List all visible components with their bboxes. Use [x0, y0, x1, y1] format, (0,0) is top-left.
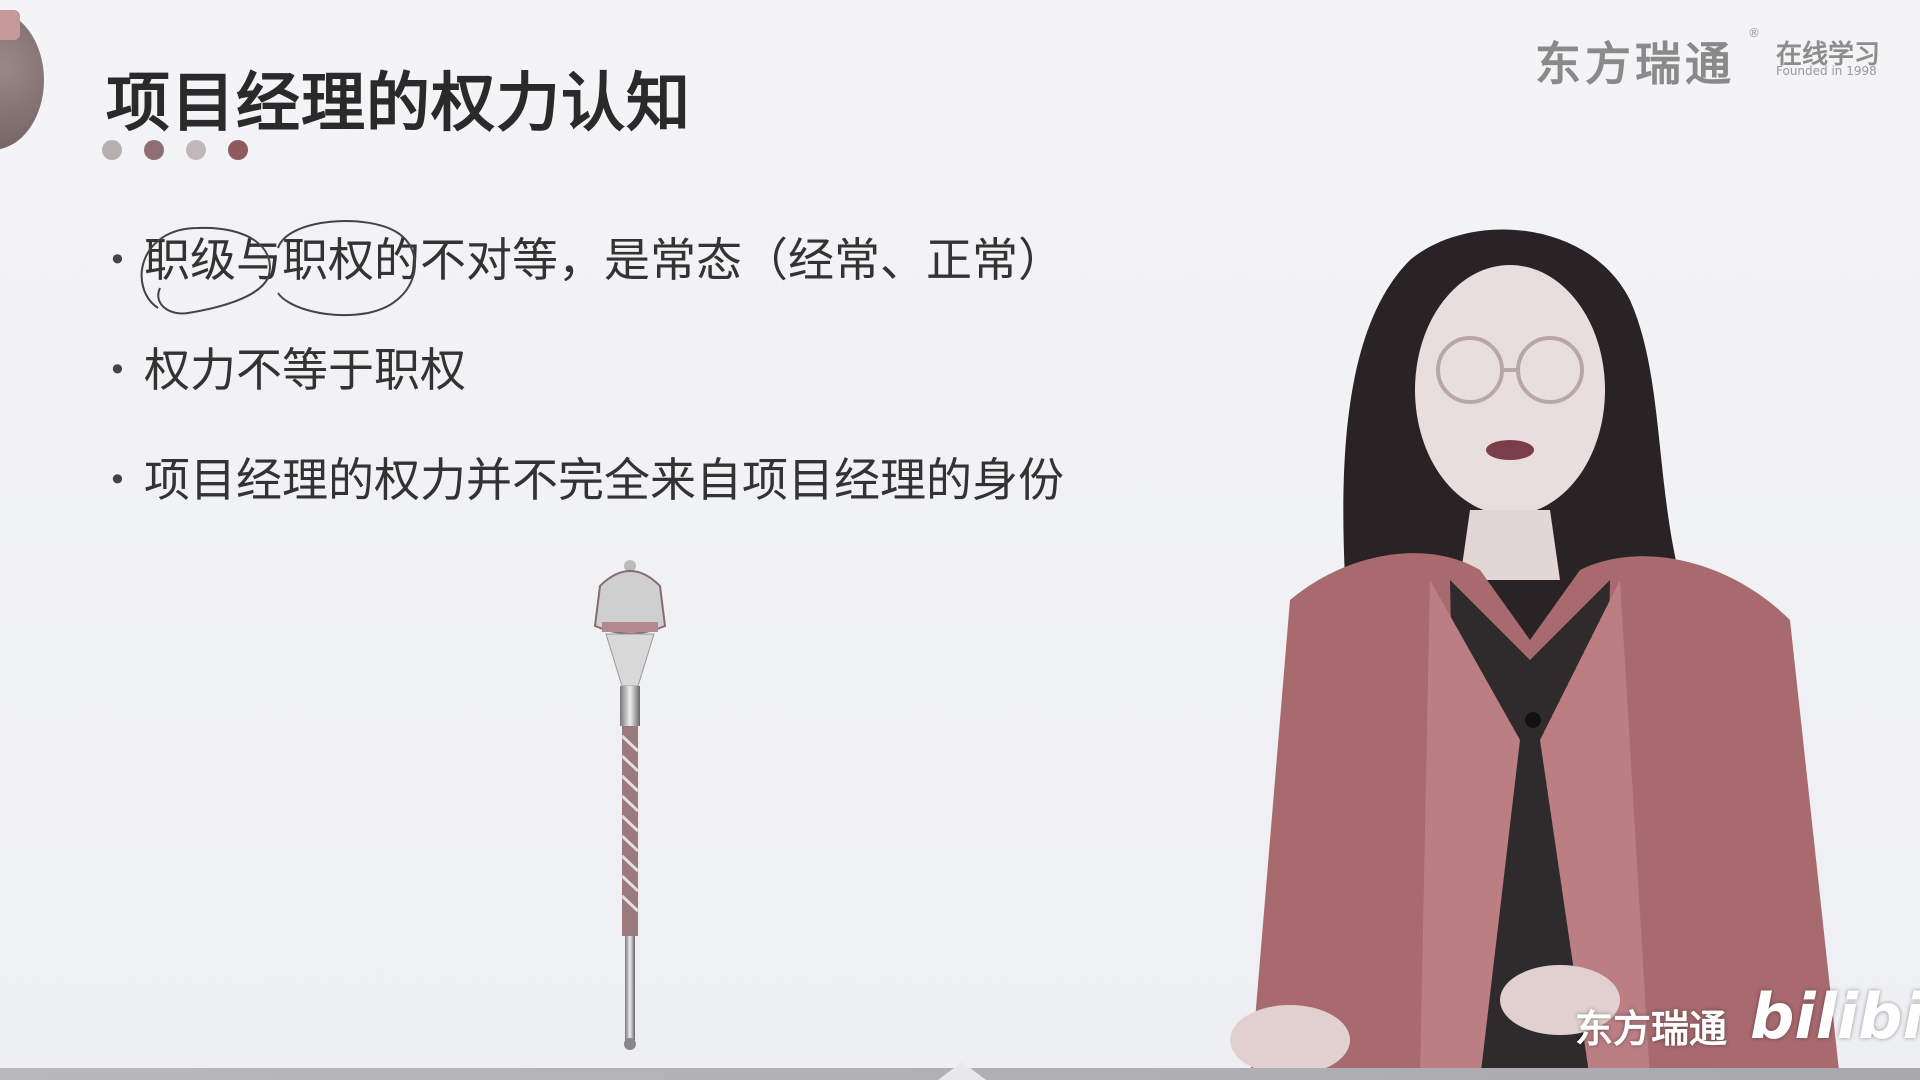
watermark-brand: 东方瑞通	[1575, 1007, 1728, 1051]
brand-founded: Founded in 1998	[1776, 64, 1877, 78]
dot-2	[144, 140, 164, 160]
bilibili-logo: bilibili	[1750, 980, 1920, 1053]
registered-mark: ®	[1748, 26, 1760, 40]
dot-4	[228, 140, 248, 160]
slide-title: 项目经理的权力认知	[106, 67, 691, 141]
corner-badge	[0, 10, 20, 40]
bullet-item-2: 权力不等于职权	[108, 342, 1064, 398]
handwritten-circles	[140, 220, 416, 317]
bullet-item-1: 职级与职权的不对等，是常态（经常、正常）	[108, 232, 1064, 288]
presenter-photo	[1230, 229, 1840, 1080]
dot-1	[102, 140, 122, 160]
title-dots	[102, 140, 248, 160]
dot-3	[186, 140, 206, 160]
brand-edu-label: 在线学习	[1776, 40, 1881, 70]
brand-logo-text: 东方瑞通	[1535, 37, 1735, 91]
scepter-icon	[593, 560, 667, 1050]
bullet-item-3: 项目经理的权力并不完全来自项目经理的身份	[108, 452, 1064, 508]
bullet-list: 职级与职权的不对等，是常态（经常、正常） 权力不等于职权 项目经理的权力并不完全…	[108, 232, 1064, 508]
